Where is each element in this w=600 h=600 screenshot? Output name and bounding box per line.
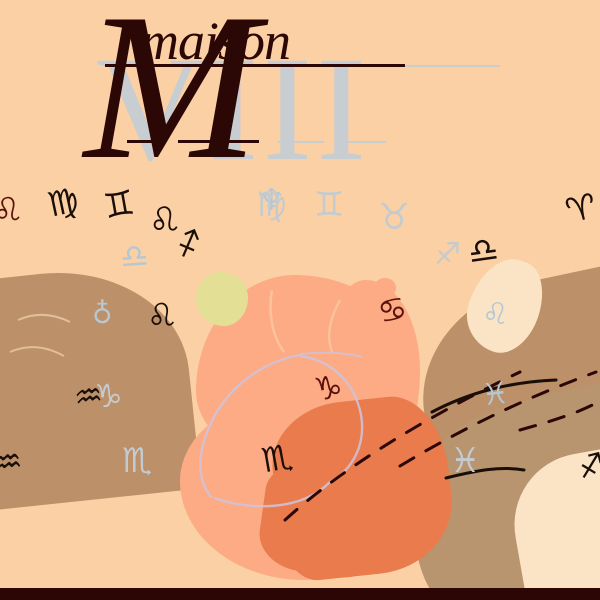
rule-top-dark — [105, 64, 405, 67]
zodiac-glyph-pisces-blue: ♓ — [480, 375, 511, 414]
rule-bottom-c — [225, 140, 259, 143]
zodiac-glyph-gemini-dark: ♊ — [100, 182, 138, 228]
zodiac-glyph-virgo-grey: ♍ — [256, 185, 287, 225]
zodiac-glyph-earth-blue: ♁ — [92, 297, 113, 330]
zodiac-glyph-gemini-grey: ♊ — [314, 185, 345, 225]
rule-bottom-e — [340, 141, 386, 143]
rule-bottom-b — [178, 140, 218, 143]
zodiac-glyph-leo-blue-right: ♌ — [482, 297, 509, 332]
zodiac-glyph-libra-dark-right: ♎ — [465, 229, 502, 273]
zodiac-glyph-libra-blue: ♎ — [118, 236, 150, 276]
oversized-m-letter: M — [84, 0, 259, 203]
zodiac-glyph-sagittarius-dark: ♐ — [170, 223, 209, 266]
rule-bottom-a — [127, 140, 165, 143]
zodiac-glyph-scorpio-dark: ♏ — [258, 436, 296, 482]
rule-bottom-d — [278, 141, 324, 143]
rule-top-light — [405, 65, 500, 67]
zodiac-glyph-cancer-maroon: ♋ — [373, 287, 412, 333]
zodiac-glyph-pisces-grey: ♓ — [450, 441, 481, 481]
orange-wedge — [266, 391, 459, 584]
zodiac-glyph-sagittarius-grey: ♐ — [434, 237, 461, 272]
zodiac-glyph-capricorn-maroon: ♑ — [311, 367, 346, 409]
wordmark-maison: maison — [140, 11, 291, 71]
zodiac-glyph-leo-edge-left: ♌ — [0, 187, 27, 235]
masthead: VIII M maison — [0, 0, 600, 192]
zodiac-glyph-aries-dark-right: ♈ — [561, 185, 600, 233]
zodiac-glyph-scorpio-grey: ♏ — [122, 441, 153, 481]
zodiac-glyph-leo-dark-mid: ♌ — [140, 293, 182, 341]
zodiac-glyph-capricorn-grey: ♑ — [94, 377, 123, 415]
footer-bar — [0, 588, 600, 600]
zodiac-glyph-neptune-blue: ♆ — [258, 183, 285, 218]
khaki-circle — [196, 272, 248, 326]
zodiac-glyph-sagittarius-edge: ♐ — [574, 446, 600, 487]
zodiac-glyph-virgo-dark: ♍ — [44, 180, 83, 226]
roman-numeral-eight: VIII — [96, 26, 371, 192]
zodiac-glyph-aquarius-dark-left: ♒ — [0, 440, 26, 486]
salmon-blob-lower — [180, 400, 395, 580]
zodiac-glyph-taurus-grey: ♉ — [378, 197, 411, 238]
